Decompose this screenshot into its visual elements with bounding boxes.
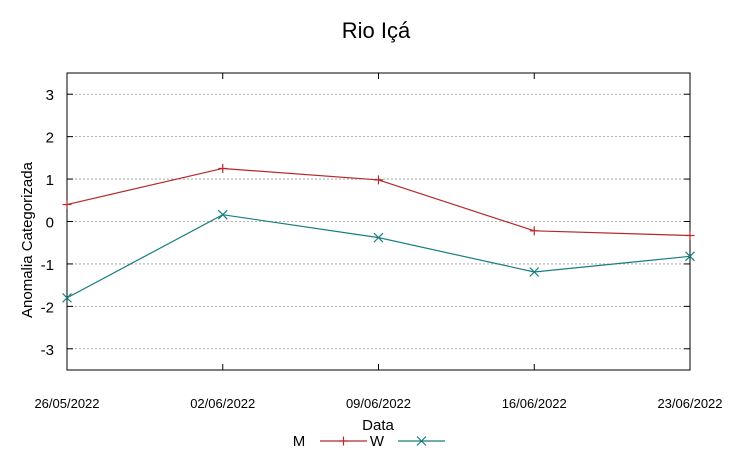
series-w-point (62, 292, 72, 303)
legend-marker-w (416, 436, 427, 446)
series-w-point (373, 232, 384, 243)
y-tick-label: -3 (41, 342, 54, 359)
series-layer (62, 163, 695, 303)
series-w-point (685, 251, 695, 262)
series-m-point (529, 226, 539, 236)
y-tick-label: 0 (46, 215, 54, 232)
y-tick-label: 2 (46, 130, 54, 147)
series-m-point (374, 175, 383, 185)
y-tick-label: -2 (41, 299, 54, 316)
legend-label-w: W (370, 433, 385, 450)
chart-title: Rio Içá (342, 18, 411, 43)
series-m-point (218, 163, 228, 173)
x-tick-label: 23/06/2022 (657, 396, 722, 411)
series-m-point (62, 200, 72, 210)
x-tick-label: 09/06/2022 (346, 396, 411, 411)
x-tick-label: 26/05/2022 (34, 396, 99, 411)
series-w-line (66, 214, 691, 299)
y-axis-label: Anomalia Categorizada (19, 161, 36, 318)
series-w-point (529, 267, 540, 277)
y-tick-label: 1 (46, 172, 54, 189)
x-axis-label: Data (362, 417, 394, 434)
y-axis: 3 2 1 0 -1 -2 -3 (41, 87, 690, 359)
series-m-point (685, 231, 695, 241)
y-tick-label: -1 (41, 257, 54, 274)
series-w-point (217, 209, 228, 220)
x-axis: 26/05/2022 02/06/2022 09/06/2022 16/06/2022… (34, 73, 723, 411)
legend-marker-m (339, 436, 348, 446)
x-tick-label: 16/06/2022 (502, 396, 567, 411)
y-tick-label: 3 (46, 87, 54, 104)
legend-label-m: M (293, 433, 306, 450)
grid (67, 93, 690, 350)
x-tick-label: 02/06/2022 (190, 396, 255, 411)
